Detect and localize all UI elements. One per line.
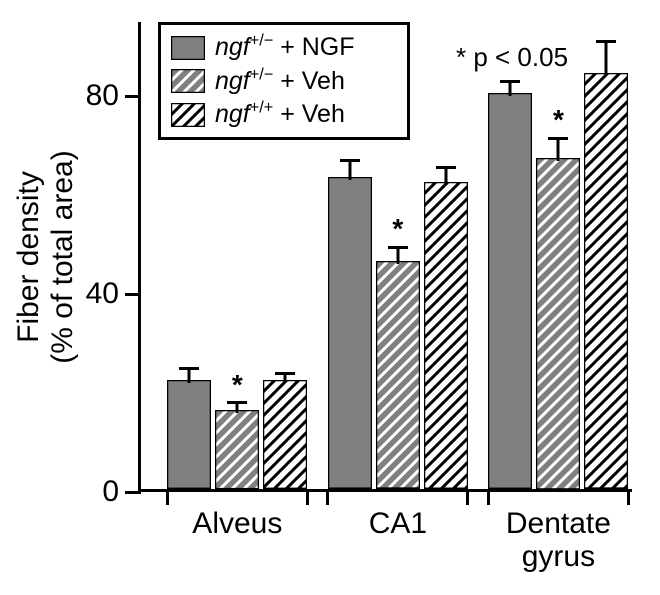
x-category-label: Alveus: [192, 489, 282, 540]
error-bar-cap: [596, 40, 616, 43]
y-tick-label: 40: [86, 277, 141, 311]
error-bar: [509, 81, 512, 96]
error-bar-cap: [227, 401, 247, 404]
legend-swatch: [171, 36, 205, 60]
legend-label: ngf+/− + NGF: [215, 33, 355, 62]
error-bar-cap: [179, 367, 199, 370]
error-bar: [605, 42, 608, 77]
significance-marker: *: [392, 213, 403, 245]
error-bar: [396, 247, 399, 264]
error-bar-cap: [388, 246, 408, 249]
error-bar: [188, 368, 191, 383]
error-bar-cap: [275, 372, 295, 375]
bar: [328, 177, 372, 489]
error-bar-cap: [548, 137, 568, 140]
legend-label: ngf+/+ + Veh: [215, 100, 345, 129]
x-category-label: CA1: [369, 489, 427, 540]
y-tick-label: 80: [86, 79, 141, 113]
legend-swatch: [171, 103, 205, 127]
x-tick: [306, 489, 309, 505]
error-bar: [557, 138, 560, 160]
y-tick-label: 0: [102, 475, 141, 509]
bar: [488, 93, 532, 489]
error-bar-cap: [500, 80, 520, 83]
error-bar-cap: [436, 166, 456, 169]
legend-label: ngf+/− + Veh: [215, 67, 345, 96]
x-tick: [166, 489, 169, 505]
y-axis-title: Fiber density (% of total area): [12, 150, 80, 363]
legend-item: ngf+/+ + Veh: [171, 100, 397, 129]
bar: [536, 158, 580, 489]
bar: [424, 182, 468, 489]
x-tick: [326, 489, 329, 505]
x-tick: [466, 489, 469, 505]
significance-marker: *: [232, 369, 243, 401]
bar: [584, 73, 628, 489]
x-tick: [487, 489, 490, 505]
bar: [167, 380, 211, 489]
error-bar: [444, 168, 447, 185]
fiber-density-bar-chart: 0 40 80 Alveus * CA1 * Dentate gyrus * Fiber dens…: [0, 0, 660, 595]
bar: [263, 380, 307, 489]
significance-marker: *: [553, 104, 564, 136]
x-category-label: Dentate gyrus: [506, 489, 611, 573]
error-bar-cap: [340, 159, 360, 162]
error-bar: [348, 161, 351, 181]
legend-swatch: [171, 69, 205, 93]
legend-item: ngf+/− + Veh: [171, 67, 397, 96]
p-value-annotation: * p < 0.05: [456, 42, 568, 73]
x-tick: [627, 489, 630, 505]
legend-item: ngf+/− + NGF: [171, 33, 397, 62]
bar: [376, 261, 420, 489]
bar: [215, 410, 259, 489]
legend: ngf+/− + NGF ngf+/− + Veh ngf+/+ + Veh: [158, 22, 410, 140]
